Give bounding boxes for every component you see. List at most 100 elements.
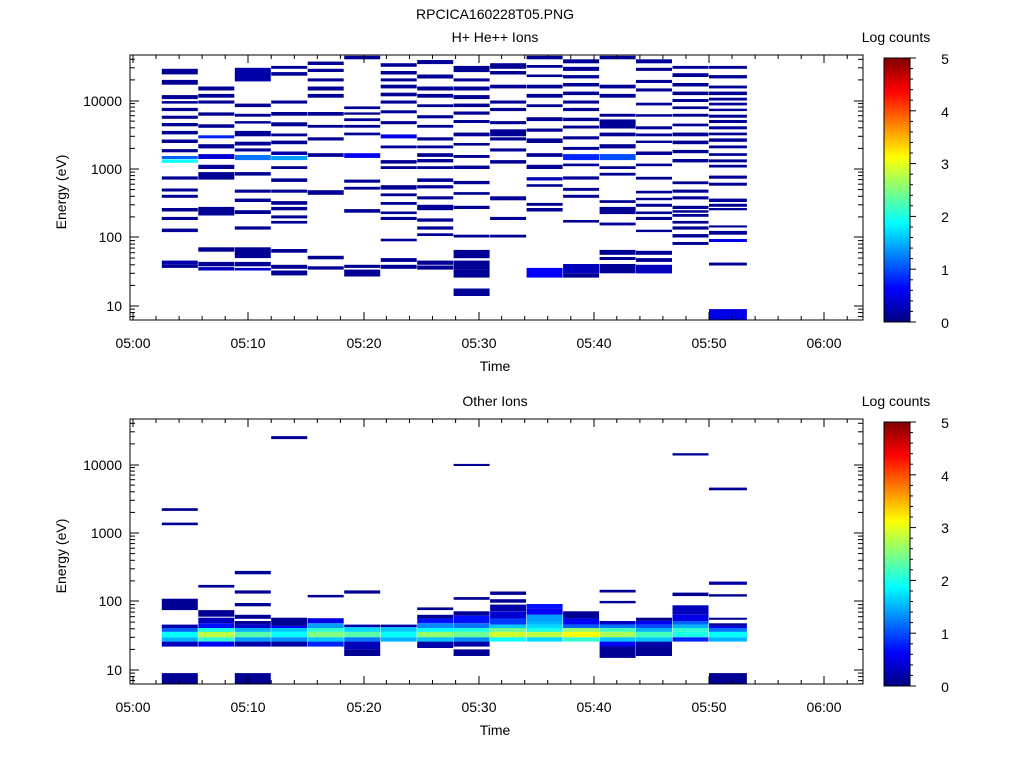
heatmap-cell	[709, 239, 747, 242]
heatmap-cell	[672, 106, 709, 110]
heatmap-cell	[672, 189, 709, 193]
heatmap-cell	[453, 86, 490, 91]
heatmap-cell	[453, 120, 490, 123]
y-axis: 10 100 1000 10000	[83, 93, 863, 314]
heatmap-cell	[526, 208, 563, 212]
heatmap-cell	[234, 141, 271, 146]
heatmap-cell	[709, 623, 747, 626]
heatmap-cell	[380, 84, 417, 89]
heatmap-cell	[198, 206, 235, 216]
x-axis-label: Time	[480, 722, 511, 738]
heatmap-cell	[307, 641, 344, 647]
heatmap-cell	[490, 599, 527, 603]
heatmap-cell	[453, 78, 490, 82]
heatmap-cell	[563, 187, 600, 191]
heatmap-cell	[672, 637, 709, 642]
heatmap-cell	[380, 238, 417, 242]
heatmap-cell	[271, 270, 308, 276]
heatmap-cell	[234, 67, 271, 82]
heatmap-cell	[636, 59, 672, 64]
heatmap-cell	[490, 234, 527, 238]
heatmap-cell	[563, 136, 600, 140]
heatmap-cell	[563, 163, 600, 167]
heatmap-cell	[271, 628, 308, 632]
heatmap-cell	[271, 206, 308, 211]
heatmap-cell	[709, 159, 747, 163]
heatmap-cell	[636, 641, 672, 647]
heatmap-cell	[709, 203, 747, 207]
heatmap-cell	[417, 614, 454, 619]
heatmap-cell	[417, 115, 454, 119]
heatmap-cell	[709, 673, 747, 684]
colorbar-tick-label: 1	[941, 626, 949, 642]
heatmap-cell	[599, 55, 636, 60]
heatmap-cell	[380, 160, 417, 164]
heatmap-cell	[344, 118, 381, 122]
heatmap-cell	[563, 264, 600, 274]
heatmap-cell	[526, 608, 563, 615]
heatmap-cell	[709, 91, 747, 96]
heatmap-cell	[380, 78, 417, 82]
heatmap-cell	[234, 113, 271, 117]
heatmap-cell	[672, 242, 709, 245]
heatmap-cell	[380, 92, 417, 97]
heatmap-cell	[271, 436, 308, 440]
heatmap-cell	[271, 72, 308, 76]
heatmap-cell	[307, 255, 344, 260]
heatmap-cell	[344, 624, 381, 628]
heatmap-cell	[672, 614, 709, 621]
heatmap-cell	[453, 103, 490, 108]
heatmap-cell	[563, 176, 600, 180]
heatmap-cell	[453, 623, 490, 628]
heatmap-cell	[161, 79, 198, 85]
heatmap-cell	[599, 222, 636, 226]
x-tick-label: 05:20	[346, 699, 381, 715]
x-axis: 05:00 05:10 05:20 05:30 05:40 05:50 06:0…	[115, 419, 842, 715]
heatmap-cell	[198, 628, 235, 632]
heatmap-cell	[672, 592, 709, 597]
heatmap-cell	[563, 273, 600, 278]
heatmap-cell	[344, 55, 381, 60]
heatmap-cell	[563, 631, 600, 638]
y-tick-label: 10	[106, 662, 122, 678]
heatmap-cell	[636, 637, 672, 642]
heatmap-cell	[234, 267, 271, 271]
heatmap-cell	[344, 186, 381, 190]
heatmap-cell	[490, 160, 527, 164]
heatmap-cell	[563, 83, 600, 87]
heatmap-cell	[161, 159, 198, 163]
colorbar-ticks	[910, 421, 916, 687]
y-axis-label: Energy (eV)	[53, 519, 69, 594]
heatmap-cell	[563, 624, 600, 628]
y-axis: 10 100 1000 10000	[83, 457, 863, 678]
heatmap-cell	[234, 172, 271, 176]
heatmap-cell	[636, 624, 672, 628]
colorbar-tick-label: 3	[941, 156, 949, 172]
heatmap-cell	[307, 637, 344, 642]
x-tick-label: 05:00	[115, 335, 150, 351]
heatmap-cell	[490, 196, 527, 201]
panel-title: Other Ions	[462, 393, 527, 409]
heatmap-cell	[453, 641, 490, 647]
heatmap-cell	[636, 258, 672, 262]
heatmap-cell	[307, 190, 344, 195]
heatmap-cell	[161, 228, 198, 233]
colorbar-label: Log counts	[862, 29, 931, 45]
heatmap-cell	[198, 247, 235, 252]
heatmap-cell	[417, 178, 454, 182]
heatmap-cell	[161, 188, 198, 192]
heatmap-cell	[599, 154, 636, 161]
heatmap-cell	[672, 210, 709, 213]
heatmap-cell	[599, 206, 636, 215]
heatmap-cell	[672, 205, 709, 209]
heatmap-cell	[526, 631, 563, 638]
heatmap-cell	[672, 113, 709, 117]
heatmap-cell	[453, 649, 490, 656]
heatmap-cell	[709, 631, 747, 638]
heatmap-cell	[563, 611, 600, 619]
heatmap-cell	[672, 91, 709, 96]
heatmap-cell	[453, 288, 490, 296]
heatmap-cell	[672, 65, 709, 69]
y-tick-label: 1000	[91, 525, 122, 541]
